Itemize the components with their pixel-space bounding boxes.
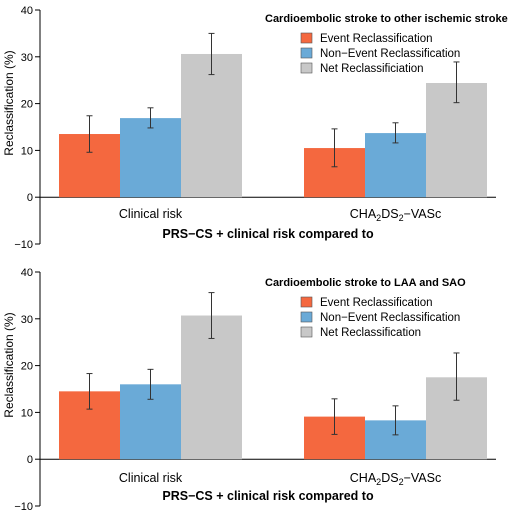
- chart2-category-label: CHA2DS2−VASc: [350, 471, 441, 487]
- chart1-legend-swatch: [300, 47, 313, 59]
- chart1-x-axis-label: PRS−CS + clinical risk compared to: [162, 227, 374, 241]
- chart1-legend-label: Event Reclassification: [320, 33, 433, 45]
- chart1-bar-net: [181, 53, 242, 198]
- chart2-y-axis-label: Reclassification (%): [2, 312, 16, 417]
- chart2-panel: −10 0 10 20 30 40 Reclassification (%) Clinical…: [2, 267, 496, 513]
- label-part: DS: [381, 471, 398, 485]
- chart1-y-tick-label: 30: [21, 52, 33, 64]
- chart1-panel: −10 0 10 20 30 40 Reclassification (%) Clinical…: [2, 5, 508, 251]
- chart1-legend-title: Cardioembolic stroke to other ischemic s…: [265, 13, 508, 25]
- chart2-y-tick-label: 0: [27, 454, 33, 466]
- chart2-legend-label: Non−Event Reclassification: [320, 312, 460, 324]
- chart2-y-tick-label: 20: [21, 361, 33, 373]
- subscript: 2: [399, 213, 404, 223]
- label-part: DS: [381, 207, 398, 221]
- chart1-y-tick-label: −10: [14, 239, 33, 251]
- chart1-y-tick-label: 10: [21, 145, 33, 157]
- chart1-legend-swatch: [300, 62, 313, 74]
- chart1-y-tick-label: 40: [21, 5, 33, 17]
- chart1-legend-swatch: [300, 32, 313, 44]
- chart2-y-tick-label: −10: [14, 501, 33, 513]
- chart2-legend: Cardioembolic stroke to LAA and SAO Event…: [265, 277, 466, 339]
- chart2-category-label: Clinical risk: [119, 471, 183, 485]
- chart2-legend-swatch: [300, 311, 313, 323]
- label-part: −VASc: [404, 207, 442, 221]
- chart1-legend-label: Net Reclassificiation: [320, 63, 424, 75]
- label-part: CHA: [350, 207, 377, 221]
- chart2-legend-swatch: [300, 296, 313, 308]
- chart2-bar-net: [181, 315, 242, 460]
- subscript: 2: [399, 477, 404, 487]
- chart2-legend-label: Event Reclassification: [320, 297, 433, 309]
- chart1-legend: Cardioembolic stroke to other ischemic s…: [265, 13, 508, 75]
- chart1-y-axis-label: Reclassification (%): [2, 50, 16, 155]
- chart1-bar-nonevent: [365, 133, 426, 198]
- chart2-y-tick-label: 30: [21, 314, 33, 326]
- chart1-category-label: CHA2DS2−VASc: [350, 207, 441, 223]
- chart1-legend-label: Non−Event Reclassification: [320, 48, 460, 60]
- subscript: 2: [376, 213, 381, 223]
- subscript: 2: [376, 477, 381, 487]
- chart1-y-tick-label: 0: [27, 192, 33, 204]
- chart2-y-tick-label: 10: [21, 407, 33, 419]
- chart1-y-tick-label: 20: [21, 99, 33, 111]
- chart2-legend-title: Cardioembolic stroke to LAA and SAO: [265, 277, 466, 289]
- chart2-legend-label: Net Reclassification: [320, 327, 421, 339]
- chart2-x-axis-label: PRS−CS + clinical risk compared to: [162, 489, 374, 503]
- label-part: −VASc: [404, 471, 442, 485]
- chart1-category-label: Clinical risk: [119, 207, 183, 221]
- label-part: CHA: [350, 471, 377, 485]
- chart2-legend-swatch: [300, 326, 313, 338]
- chart1-bar-nonevent: [120, 118, 181, 198]
- chart2-y-tick-label: 40: [21, 267, 33, 279]
